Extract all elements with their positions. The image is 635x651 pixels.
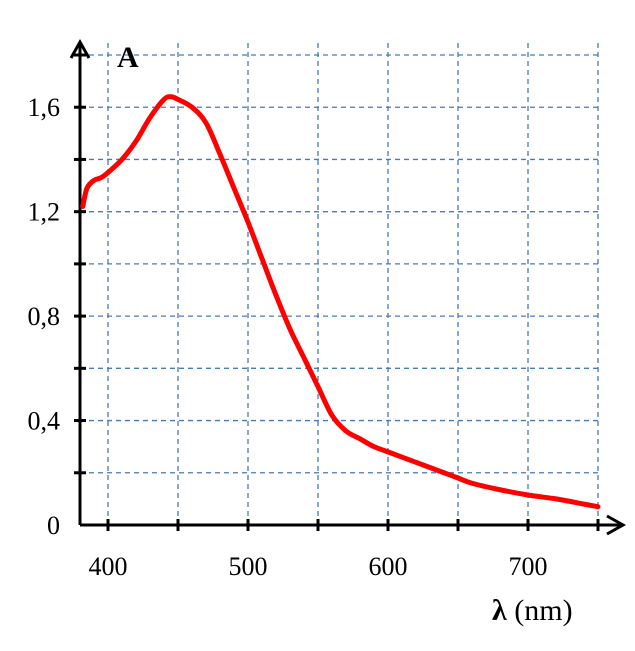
x-tick-label: 500 [229,552,268,581]
y-axis-arrow [69,38,91,59]
y-axis-title: A [117,41,139,74]
series [80,94,601,510]
x-tick-label: 600 [369,552,408,581]
y-tick-label: 1,6 [28,93,61,122]
y-tick-label: 0,8 [28,302,61,331]
x-tick-label: 400 [89,552,128,581]
y-tick-label: 0 [47,511,60,540]
tick-marks [74,53,600,531]
x-axis-unit: (nm) [507,594,573,627]
grid-lines [80,43,599,525]
x-axis-title: λ (nm) [492,594,573,627]
x-axis-symbol: λ [492,594,507,627]
x-axis-arrow [606,514,627,536]
absorbance-series-line [80,94,601,510]
axes [69,38,627,536]
tick-labels: 0 0,4 0,8 1,2 1,6 400 500 600 700 [28,93,548,581]
y-tick-label: 1,2 [28,198,61,227]
x-tick-label: 700 [509,552,548,581]
y-tick-label: 0,4 [28,407,61,436]
